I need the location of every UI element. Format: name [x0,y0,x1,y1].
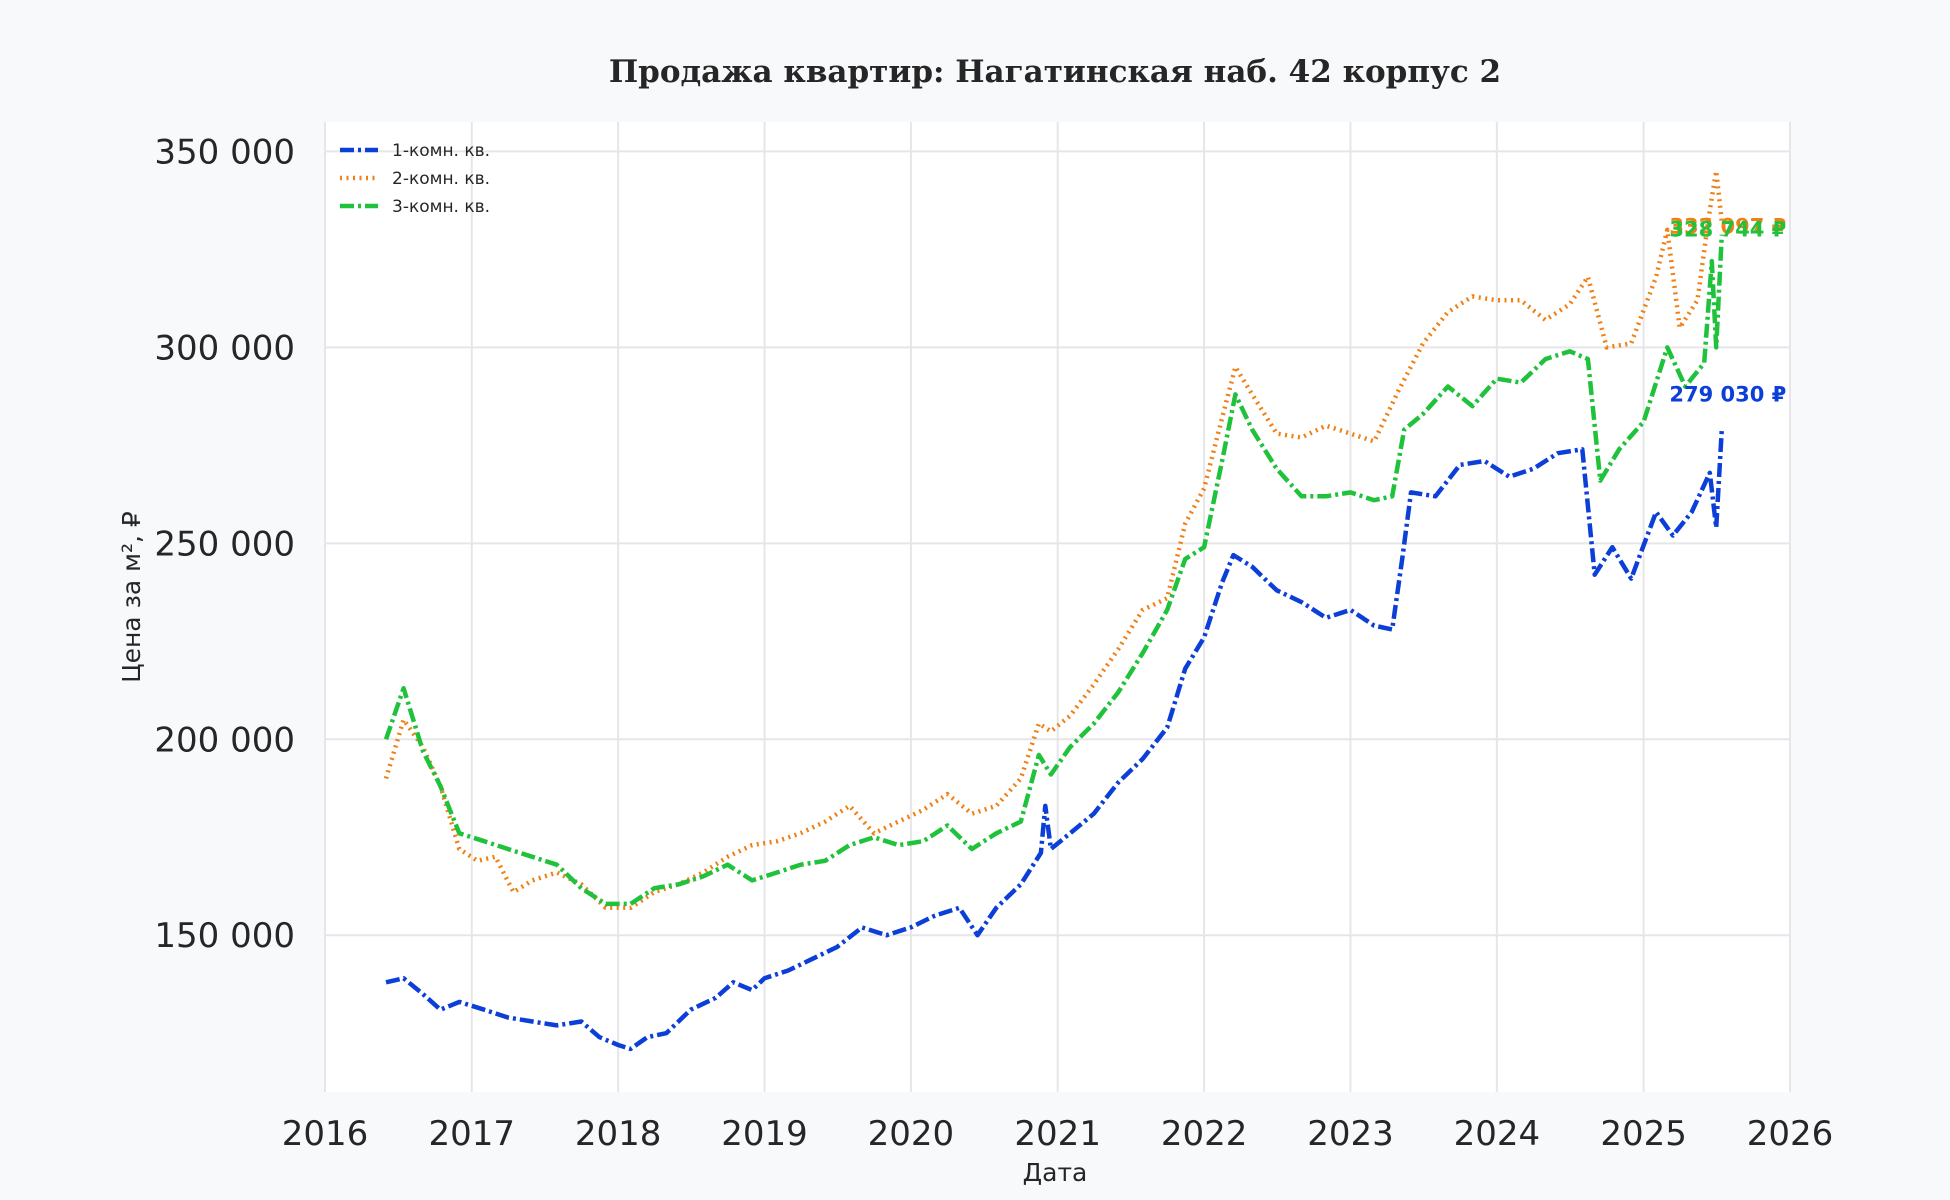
x-tick-label: 2026 [1747,1114,1834,1154]
x-tick-label: 2023 [1307,1114,1394,1154]
x-tick-label: 2019 [721,1114,808,1154]
series-line-3 [383,234,1725,907]
tick-labels: 150 000 200 000 250 000 300 000 350 000 2016 2… [154,132,1833,1154]
y-tick-label: 250 000 [154,524,295,564]
end-labels: 279 030 ₽ 332 097 ₽328 744 ₽ [1669,215,1786,407]
chart-title: Продажа квартир: Нагатинская наб. 42 кор… [609,54,1501,90]
series-group [383,168,1725,1052]
y-tick-label: 300 000 [154,328,295,368]
legend-entry-label: 2-комн. кв. [392,169,490,189]
legend-entry-label: 3-комн. кв. [392,197,490,217]
x-axis-label: Дата [1023,1158,1088,1187]
x-tick-label: 2017 [429,1114,516,1154]
grid [324,122,1791,1092]
y-tick-label: 200 000 [154,720,295,760]
x-tick-label: 2016 [282,1114,369,1154]
legend: 1-комн. кв. 2-комн. кв. 3-комн. кв. [340,141,490,217]
y-tick-label: 350 000 [154,132,295,172]
y-tick-label: 150 000 [154,916,295,956]
x-tick-label: 2018 [575,1114,662,1154]
x-tick-label: 2020 [868,1114,955,1154]
series-line-1 [385,429,1725,1052]
y-axis-label: Цена за м², ₽ [117,511,146,683]
end-value-label: 332 097 ₽ [1669,215,1786,239]
x-tick-label: 2021 [1014,1114,1101,1154]
end-value-label: 328 744 ₽ [1669,218,1786,242]
end-value-label: 279 030 ₽ [1669,383,1786,407]
x-tick-label: 2025 [1600,1114,1687,1154]
x-tick-label: 2024 [1454,1114,1541,1154]
x-tick-label: 2022 [1161,1114,1248,1154]
legend-entry-label: 1-комн. кв. [392,141,490,161]
